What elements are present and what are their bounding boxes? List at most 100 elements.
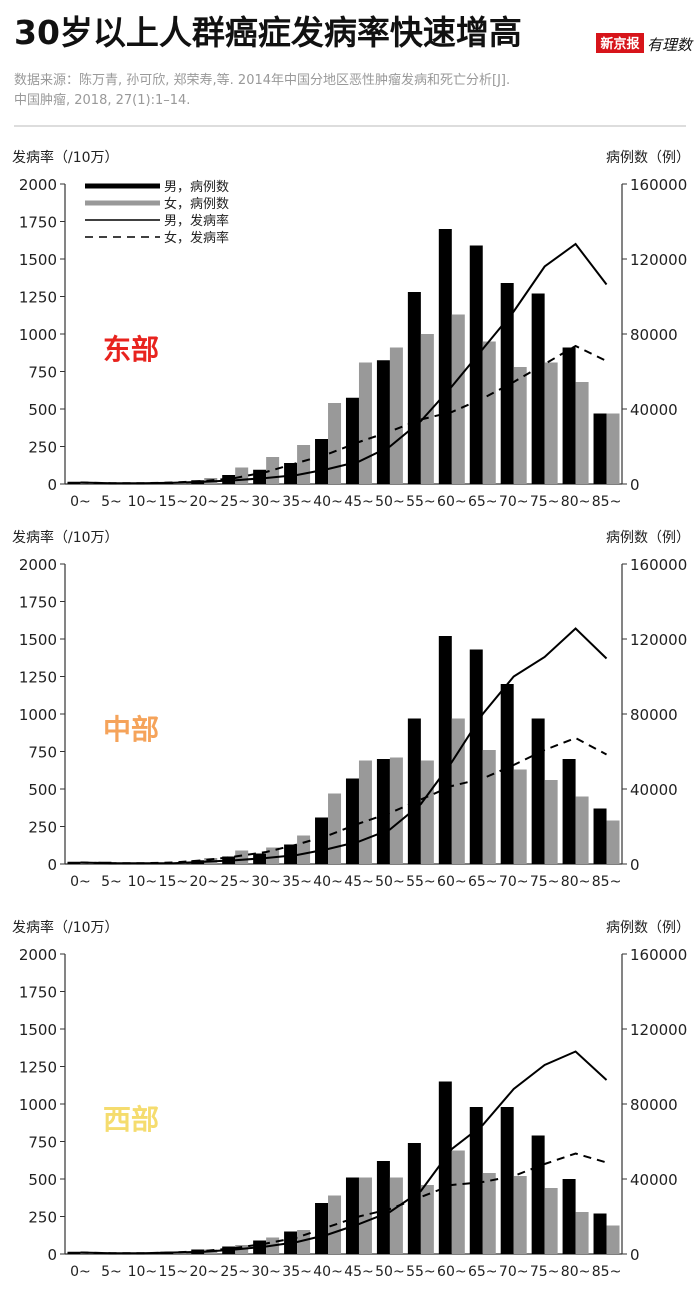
x-tick-label: 80~ xyxy=(561,874,591,890)
y-tick-label: 250 xyxy=(28,819,57,837)
y2-tick-label: 160000 xyxy=(630,176,687,194)
logo-box xyxy=(596,33,644,53)
bar xyxy=(469,1107,483,1254)
x-tick-label: 35~ xyxy=(282,494,312,510)
x-tick-label: 5~ xyxy=(101,494,122,510)
bar xyxy=(376,1161,390,1254)
bar xyxy=(544,1188,558,1254)
y-tick-label: 0 xyxy=(47,476,57,494)
y2-axis-label: 病例数（例） xyxy=(606,920,690,936)
x-tick-label: 55~ xyxy=(406,874,436,890)
source: 中国肿瘤, 2018, 27(1):1–14. xyxy=(14,92,190,108)
bar xyxy=(513,1176,527,1254)
logo-right: 有理数 xyxy=(647,36,694,54)
bar xyxy=(438,229,452,484)
bar xyxy=(482,1173,496,1254)
bar xyxy=(593,808,607,864)
bar xyxy=(531,293,545,484)
bar xyxy=(389,347,403,484)
x-tick-label: 75~ xyxy=(530,494,560,510)
line xyxy=(80,344,607,485)
y2-axis-label: 病例数（例） xyxy=(606,150,690,166)
x-tick-label: 60~ xyxy=(437,874,467,890)
y2-tick-label: 120000 xyxy=(630,1021,687,1039)
bar xyxy=(358,1177,372,1254)
bar xyxy=(315,439,329,484)
legend-label: 男，发病率 xyxy=(164,213,229,229)
x-tick-label: 40~ xyxy=(313,494,343,510)
y-tick-label: 1000 xyxy=(19,1096,57,1114)
bar xyxy=(407,718,421,864)
source: 数据来源：陈万青, 孙可欣, 郑荣寿,等. 2014年中国分地区恶性肿瘤发病和死… xyxy=(14,72,510,88)
bar xyxy=(420,1185,434,1254)
bar xyxy=(500,1107,514,1254)
y-tick-label: 500 xyxy=(28,401,57,419)
bar xyxy=(469,649,483,864)
y2-tick-label: 80000 xyxy=(630,706,678,724)
x-tick-label: 40~ xyxy=(313,1264,343,1280)
bar xyxy=(575,382,589,484)
bar xyxy=(544,780,558,864)
bar xyxy=(389,1177,403,1254)
x-tick-label: 85~ xyxy=(592,1264,622,1280)
legend-label: 女，发病率 xyxy=(164,230,229,246)
x-tick-label: 45~ xyxy=(344,1264,374,1280)
x-tick-label: 15~ xyxy=(159,1264,189,1280)
bar xyxy=(562,347,576,484)
line xyxy=(80,1050,608,1255)
y-tick-label: 2000 xyxy=(19,176,57,194)
bar xyxy=(420,334,434,484)
x-tick-label: 65~ xyxy=(468,494,498,510)
x-tick-label: 0~ xyxy=(70,494,91,510)
bar xyxy=(593,1213,607,1254)
y2-tick-label: 80000 xyxy=(630,326,678,344)
bar xyxy=(606,1225,620,1254)
bar xyxy=(358,362,372,484)
x-tick-label: 25~ xyxy=(220,494,250,510)
bar xyxy=(482,750,496,864)
bar xyxy=(67,1251,81,1254)
bar xyxy=(345,397,359,484)
bar xyxy=(513,367,527,484)
x-tick-label: 15~ xyxy=(159,494,189,510)
x-tick-label: 45~ xyxy=(344,874,374,890)
y2-tick-label: 0 xyxy=(630,856,640,874)
bar xyxy=(438,1081,452,1254)
y-tick-label: 1500 xyxy=(19,631,57,649)
bar xyxy=(482,341,496,484)
y-axis-label: 发病率（/10万） xyxy=(12,529,119,546)
x-tick-label: 60~ xyxy=(437,1264,467,1280)
bar xyxy=(376,360,390,484)
bar xyxy=(606,413,620,484)
y2-tick-label: 40000 xyxy=(630,401,678,419)
y-tick-label: 1500 xyxy=(19,251,57,269)
x-tick-label: 30~ xyxy=(251,874,281,890)
x-tick-label: 30~ xyxy=(251,1264,281,1280)
bar xyxy=(575,1212,589,1254)
x-tick-label: 25~ xyxy=(220,1264,250,1280)
bar xyxy=(562,1179,576,1254)
x-tick-label: 40~ xyxy=(313,874,343,890)
y-tick-label: 0 xyxy=(47,1246,57,1264)
x-tick-label: 75~ xyxy=(530,874,560,890)
bar xyxy=(438,636,452,864)
x-tick-label: 85~ xyxy=(592,874,622,890)
legend-label: 女，病例数 xyxy=(164,196,229,212)
legend-label: 男，病例数 xyxy=(164,180,229,195)
bar xyxy=(531,1135,545,1254)
y2-tick-label: 120000 xyxy=(630,631,687,649)
y-tick-label: 2000 xyxy=(19,556,57,574)
bar xyxy=(469,245,483,484)
y-tick-label: 500 xyxy=(28,781,57,799)
bar xyxy=(500,283,514,484)
x-tick-label: 80~ xyxy=(561,1264,591,1280)
x-tick-label: 70~ xyxy=(499,874,529,890)
x-tick-label: 45~ xyxy=(344,494,374,510)
y-tick-label: 2000 xyxy=(19,946,57,964)
x-tick-label: 10~ xyxy=(128,1264,158,1280)
x-tick-label: 10~ xyxy=(128,874,158,890)
bar xyxy=(67,481,81,484)
x-tick-label: 0~ xyxy=(70,1264,91,1280)
